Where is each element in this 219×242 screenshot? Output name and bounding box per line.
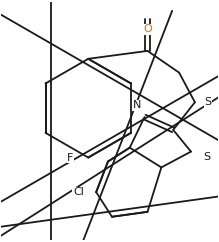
Text: O: O [143,24,152,34]
Text: S: S [204,97,211,107]
Text: F: F [67,152,74,163]
Text: N: N [132,100,141,110]
Text: S: S [203,151,210,162]
Text: Cl: Cl [73,187,84,197]
